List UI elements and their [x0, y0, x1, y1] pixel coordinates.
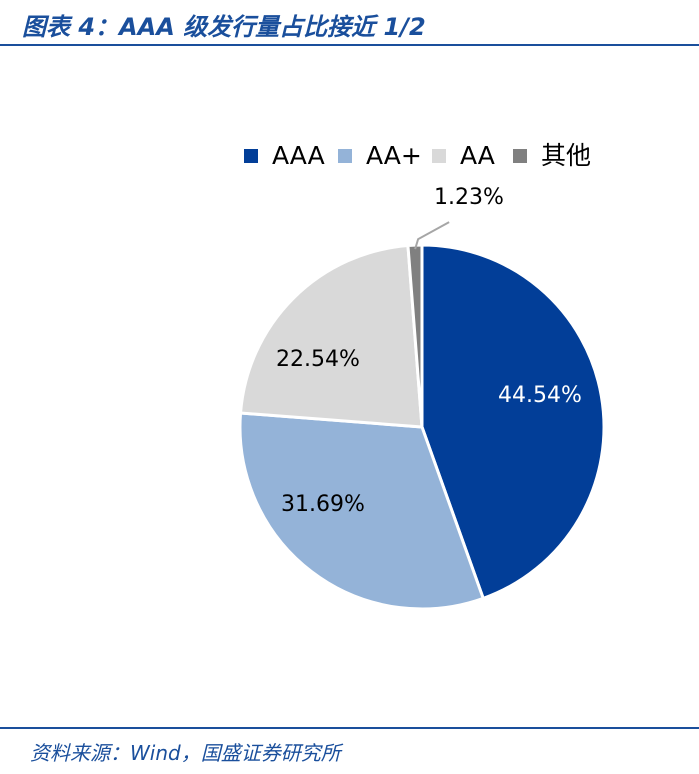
legend-label-aa: AA — [460, 141, 495, 170]
pie-slice-aaa — [420, 243, 606, 601]
legend-label-other: 其他 — [541, 141, 591, 170]
legend-swatch-other — [513, 149, 527, 163]
top-divider — [0, 44, 699, 46]
legend-label-aaa: AAA — [272, 141, 325, 170]
legend-swatch-aaa — [244, 149, 258, 163]
pie-slice-aa — [238, 243, 424, 429]
legend-label-aa-plus: AA+ — [366, 141, 422, 170]
slice-labels: 44.54% 31.69% 22.54% 1.23% — [276, 185, 582, 517]
source-note: 资料来源：Wind，国盛证券研究所 — [30, 741, 341, 765]
slice-label-other: 1.23% — [434, 185, 504, 210]
slice-label-aa: 22.54% — [276, 347, 360, 372]
slice-label-aaa: 44.54% — [498, 383, 582, 408]
legend-swatch-aa — [432, 149, 446, 163]
legend: AAA AA+ AA 其他 — [244, 141, 591, 170]
legend-swatch-aa-plus — [338, 149, 352, 163]
bottom-divider — [0, 727, 699, 729]
slice-label-aa-plus: 31.69% — [281, 492, 365, 517]
leader-line-other — [414, 221, 450, 250]
pie-slice-aa-plus — [238, 411, 486, 611]
chart-title: 图表 4：AAA 级发行量占比接近 1/2 — [22, 13, 426, 41]
pie-slice-other — [406, 243, 424, 428]
pie-slices — [238, 221, 606, 611]
